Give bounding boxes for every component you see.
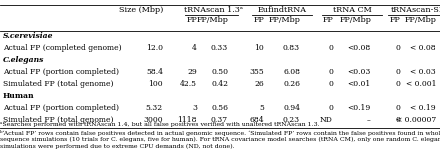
Text: FP: FP <box>253 16 264 24</box>
Text: sequence simulations (10 trials for C. elegans, five for human). For tRNA covari: sequence simulations (10 trials for C. e… <box>0 137 440 142</box>
Text: 0.83: 0.83 <box>283 44 300 52</box>
Text: –: – <box>367 116 371 124</box>
Text: 0.23: 0.23 <box>283 116 300 124</box>
Text: tRNAscan 1.3ᵃ: tRNAscan 1.3ᵃ <box>183 6 242 14</box>
Text: <0.19: <0.19 <box>348 104 371 112</box>
Text: S.cerevisiae: S.cerevisiae <box>3 32 54 40</box>
Text: Actual FP (completed genome): Actual FP (completed genome) <box>3 44 121 52</box>
Text: FP: FP <box>389 16 400 24</box>
Text: Human: Human <box>3 92 35 100</box>
Text: ᵃSearches performed with tRNAscan 1.4, but all false positives verified with una: ᵃSearches performed with tRNAscan 1.4, b… <box>0 122 319 127</box>
Text: 684: 684 <box>249 116 264 124</box>
Text: FP/Mbp: FP/Mbp <box>339 16 371 24</box>
Text: 0.50: 0.50 <box>211 68 228 76</box>
Text: C.elegans: C.elegans <box>3 56 44 64</box>
Text: EufindtRNA: EufindtRNA <box>257 6 307 14</box>
Text: tRNAscan-SE: tRNAscan-SE <box>391 6 440 14</box>
Text: < 0.001: < 0.001 <box>406 80 436 88</box>
Text: 29: 29 <box>187 68 197 76</box>
Text: 0: 0 <box>328 44 333 52</box>
Text: ᵇ‘Actual FP’ rows contain false positives detected in actual genomic sequence. ‘: ᵇ‘Actual FP’ rows contain false positive… <box>0 130 440 136</box>
Text: 0.33: 0.33 <box>211 44 228 52</box>
Text: 0.56: 0.56 <box>211 104 228 112</box>
Text: FP: FP <box>322 16 333 24</box>
Text: Simulated FP (total genome): Simulated FP (total genome) <box>3 116 114 124</box>
Text: <0.01: <0.01 <box>348 80 371 88</box>
Text: <0.03: <0.03 <box>348 68 371 76</box>
Text: FP: FP <box>186 16 197 24</box>
Text: 0.37: 0.37 <box>211 116 228 124</box>
Text: 1118: 1118 <box>177 116 197 124</box>
Text: < 0.00007: < 0.00007 <box>396 116 436 124</box>
Text: < 0.19: < 0.19 <box>411 104 436 112</box>
Text: 5: 5 <box>259 104 264 112</box>
Text: 3: 3 <box>192 104 197 112</box>
Text: FP/Mbp: FP/Mbp <box>268 16 300 24</box>
Text: 10: 10 <box>254 44 264 52</box>
Text: 0: 0 <box>328 80 333 88</box>
Text: tRNA CM: tRNA CM <box>333 6 371 14</box>
Text: < 0.08: < 0.08 <box>411 44 436 52</box>
Text: 0: 0 <box>395 116 400 124</box>
Text: 0: 0 <box>328 104 333 112</box>
Text: 355: 355 <box>249 68 264 76</box>
Text: FP/Mbp: FP/Mbp <box>404 16 436 24</box>
Text: 0.26: 0.26 <box>283 80 300 88</box>
Text: 3000: 3000 <box>143 116 163 124</box>
Text: 100: 100 <box>148 80 163 88</box>
Text: 0: 0 <box>328 68 333 76</box>
Text: FP/Mbp: FP/Mbp <box>196 16 228 24</box>
Text: 0: 0 <box>395 104 400 112</box>
Text: simulations were performed due to extreme CPU demands (ND, not done).: simulations were performed due to extrem… <box>0 144 235 149</box>
Text: 0.94: 0.94 <box>283 104 300 112</box>
Text: 6.08: 6.08 <box>283 68 300 76</box>
Text: 0.42: 0.42 <box>211 80 228 88</box>
Text: 58.4: 58.4 <box>146 68 163 76</box>
Text: Actual FP (portion completed): Actual FP (portion completed) <box>3 68 119 76</box>
Text: Size (Mbp): Size (Mbp) <box>119 6 163 14</box>
Text: ND: ND <box>320 116 333 124</box>
Text: < 0.03: < 0.03 <box>410 68 436 76</box>
Text: 4: 4 <box>192 44 197 52</box>
Text: 0: 0 <box>395 68 400 76</box>
Text: 0: 0 <box>395 80 400 88</box>
Text: 0: 0 <box>395 44 400 52</box>
Text: Actual FP (portion completed): Actual FP (portion completed) <box>3 104 119 112</box>
Text: 5.32: 5.32 <box>146 104 163 112</box>
Text: <0.08: <0.08 <box>348 44 371 52</box>
Text: Simulated FP (total genome): Simulated FP (total genome) <box>3 80 114 88</box>
Text: 26: 26 <box>254 80 264 88</box>
Text: 12.0: 12.0 <box>146 44 163 52</box>
Text: 42.5: 42.5 <box>180 80 197 88</box>
